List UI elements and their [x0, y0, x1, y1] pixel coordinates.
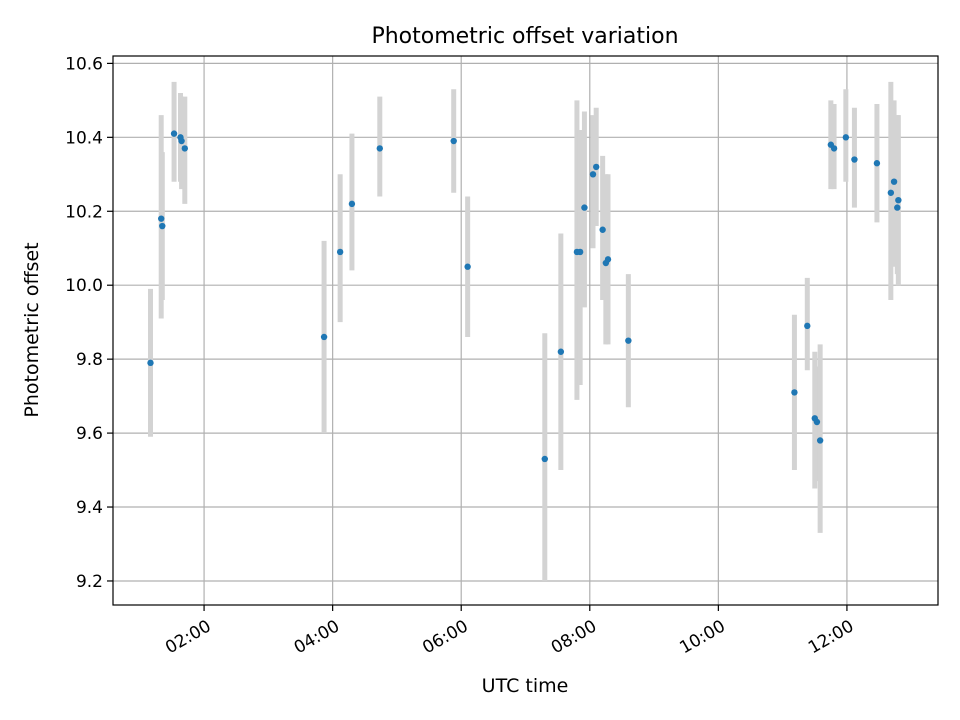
data-point: [816, 437, 824, 444]
data-point: [873, 160, 881, 167]
data-point: [181, 145, 188, 152]
y-tick-label: 10.6: [65, 54, 103, 74]
data-point: [589, 171, 597, 178]
y-tick-label: 9.4: [76, 498, 103, 518]
chart-title: Photometric offset variation: [371, 24, 678, 49]
data-point: [895, 196, 902, 204]
y-axis-ticks: 9.2 9.4 9.6 9.8 10.0 10.2 10.4 10.6: [65, 54, 113, 592]
data-point: [576, 248, 584, 256]
data-point: [890, 178, 898, 185]
data-point: [147, 359, 154, 367]
grid: [113, 56, 938, 605]
y-tick-label: 10.0: [65, 276, 103, 296]
data-point: [887, 189, 895, 196]
data-point: [159, 222, 166, 230]
data-point: [464, 263, 471, 270]
data-point: [894, 204, 901, 211]
data-point: [813, 418, 821, 426]
data-point: [791, 389, 798, 396]
y-tick-label: 10.2: [65, 202, 103, 222]
data-point: [851, 156, 858, 163]
data-point: [336, 248, 344, 256]
data-point: [804, 322, 811, 330]
data-points: [147, 130, 902, 463]
y-tick-label: 10.4: [65, 128, 103, 148]
y-axis-label: Photometric offset: [21, 242, 43, 417]
data-point: [625, 337, 632, 344]
x-axis-label: UTC time: [482, 675, 569, 697]
data-point: [541, 455, 548, 463]
data-point: [450, 137, 457, 145]
y-tick-label: 9.8: [76, 350, 103, 370]
plot-frame: [112, 55, 939, 606]
data-point: [557, 348, 565, 355]
data-point: [170, 130, 178, 137]
data-point: [320, 333, 328, 341]
data-point: [178, 137, 185, 145]
data-point: [599, 226, 606, 233]
y-tick-label: 9.6: [76, 424, 103, 444]
data-point: [604, 256, 612, 263]
data-point: [376, 145, 383, 152]
data-point: [158, 215, 165, 222]
data-point: [830, 145, 838, 152]
data-point: [348, 200, 356, 208]
data-point: [581, 204, 588, 211]
data-point: [593, 163, 600, 171]
y-tick-label: 9.2: [76, 572, 103, 592]
data-point: [842, 134, 850, 141]
